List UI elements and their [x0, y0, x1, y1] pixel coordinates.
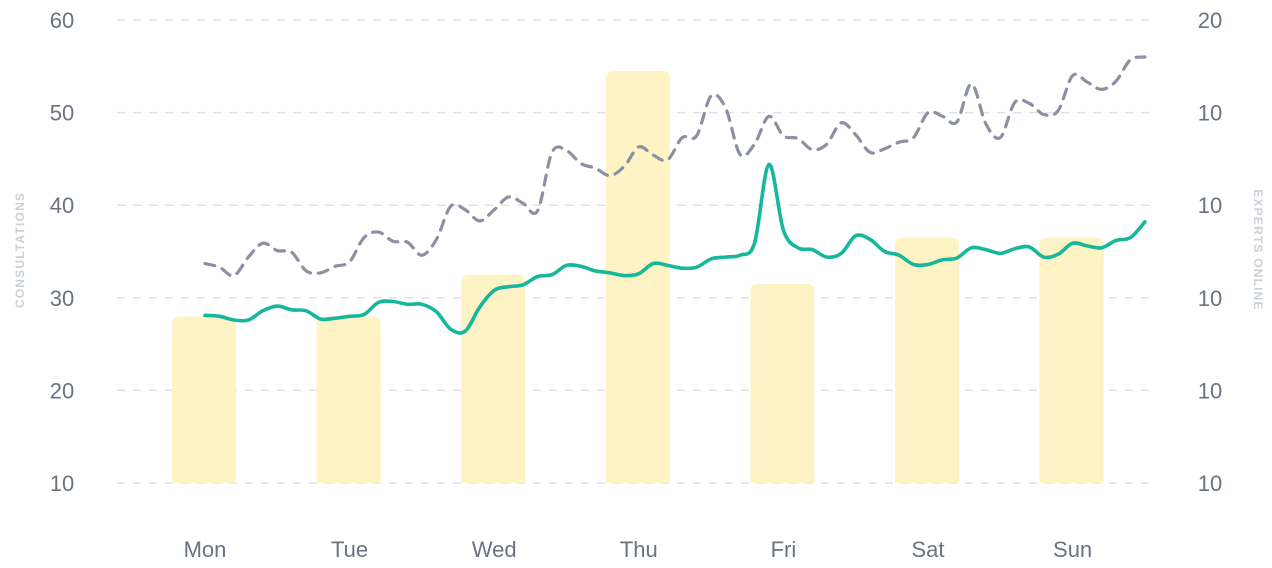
right-tick-label: 10: [1198, 286, 1222, 311]
bars: [172, 70, 1104, 484]
x-tick-label: Fri: [771, 537, 797, 562]
bar-fri: [750, 283, 815, 483]
left-tick-label: 40: [50, 193, 74, 218]
left-tick-label: 30: [50, 286, 74, 311]
left-tick-label: 10: [50, 471, 74, 496]
bar-wed: [461, 274, 526, 483]
x-tick-label: Thu: [620, 537, 658, 562]
left-axis-ticks: 10 20 30 40 50 60: [50, 8, 74, 496]
right-tick-label: 10: [1198, 471, 1222, 496]
right-tick-label: 20: [1198, 8, 1222, 33]
x-tick-label: Wed: [472, 537, 517, 562]
right-axis-ticks: 10 10 10 10 10 20: [1198, 8, 1222, 496]
right-tick-label: 10: [1198, 101, 1222, 126]
dashed-series-line: [203, 55, 1147, 278]
solid-series-line: [203, 162, 1147, 335]
bar-mon: [172, 316, 236, 483]
bar-sun: [1039, 237, 1104, 483]
left-axis-title: CONSULTATIONS: [13, 192, 27, 308]
right-tick-label: 10: [1198, 193, 1222, 218]
left-tick-label: 20: [50, 378, 74, 403]
x-tick-label: Sat: [911, 537, 944, 562]
bar-thu: [605, 70, 670, 484]
right-axis-title: EXPERTS ONLINE: [1251, 189, 1265, 310]
bar-tue: [316, 316, 381, 483]
dashed-series: [203, 55, 1147, 278]
left-tick-label: 60: [50, 8, 74, 33]
right-tick-label: 10: [1198, 378, 1222, 403]
x-axis-ticks: Mon Tue Wed Thu Fri Sat Sun: [184, 537, 1093, 562]
x-tick-label: Sun: [1053, 537, 1092, 562]
x-tick-label: Tue: [331, 537, 368, 562]
x-tick-label: Mon: [184, 537, 227, 562]
solid-series: [203, 162, 1147, 335]
left-tick-label: 50: [50, 101, 74, 126]
bar-sat: [895, 237, 959, 483]
